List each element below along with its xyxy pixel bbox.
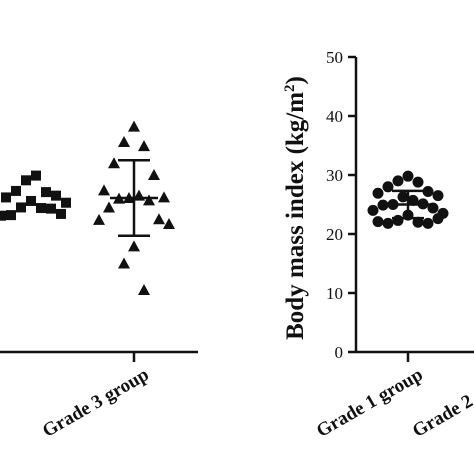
y-tick-label-20: 20	[326, 225, 343, 244]
grade-3-point-14	[163, 217, 175, 229]
grade-3-point-0	[128, 120, 140, 132]
left-series-0-point-2	[41, 187, 51, 198]
left-series-0-point-3	[11, 185, 21, 196]
left-category-label-grade-3: Grade 3 group	[39, 364, 153, 442]
grade-3-point-2	[138, 140, 150, 152]
grade-3-point-15	[128, 240, 140, 252]
grade-1-point-18	[382, 217, 394, 229]
grade-1-point-16	[392, 214, 404, 226]
grade-1-point-4	[422, 186, 434, 198]
y-axis-title: Body mass index (kg/m2)	[282, 76, 309, 340]
left-series-0-point-12	[56, 208, 66, 219]
right-category-label-grade-1: Grade 1 group	[313, 364, 427, 442]
grade-1-point-7	[397, 191, 409, 203]
grade-3-point-12	[153, 213, 165, 225]
grade-3-point-11	[103, 201, 115, 213]
grade-3-point-4	[148, 169, 160, 180]
left-series-0-point-5	[1, 192, 11, 203]
grade-3-point-16	[118, 257, 130, 269]
grade-1-point-5	[372, 187, 384, 199]
grade-3-point-6	[158, 191, 170, 203]
left-series-0-point-0	[31, 170, 41, 181]
left-series-0-point-10	[46, 203, 56, 214]
right-marks	[367, 170, 449, 229]
grade-1-point-13	[367, 204, 379, 216]
y-tick-label-40: 40	[326, 107, 343, 126]
left-series-0-point-11	[6, 210, 16, 221]
grade-1-point-19	[422, 217, 434, 229]
y-tick-label-0: 0	[335, 343, 344, 362]
grade-1-point-11	[377, 199, 389, 211]
grade-3-point-5	[98, 184, 110, 196]
grade-1-point-21	[432, 213, 444, 225]
y-tick-label-10: 10	[326, 284, 343, 303]
y-tick-label-30: 30	[326, 166, 343, 185]
grade-1-point-20	[372, 216, 384, 228]
grade-1-point-8	[407, 194, 419, 206]
grade-3-point-10	[143, 194, 155, 206]
grade-1-point-3	[382, 181, 394, 193]
left-panel: Grade 3 group	[0, 120, 198, 442]
left-series-0-point-9	[16, 202, 26, 213]
left-series-0-point-4	[51, 190, 61, 201]
left-series-0-point-1	[21, 175, 31, 186]
grade-3-point-1	[118, 135, 130, 147]
left-series-0-point-8	[36, 203, 46, 214]
grade-3-point-3	[108, 157, 120, 169]
grade-1-point-0	[402, 170, 414, 182]
grade-3-point-17	[138, 284, 150, 296]
grade-1-point-17	[412, 216, 424, 228]
left-series-0-point-7	[26, 195, 36, 206]
right-y-ticks: 0 10 20 30 40 50	[326, 48, 356, 362]
grade-1-point-2	[412, 176, 424, 188]
grade-3-point-13	[93, 213, 105, 225]
left-series-0-point-6	[61, 197, 71, 208]
left-series-0-point-13	[0, 210, 6, 221]
grade-1-point-1	[392, 175, 404, 187]
left-marks	[0, 120, 175, 296]
right-panel: Body mass index (kg/m2) Grade 1 group Gr…	[282, 48, 474, 442]
y-tick-label-50: 50	[326, 48, 343, 67]
grade-1-point-6	[432, 190, 444, 202]
